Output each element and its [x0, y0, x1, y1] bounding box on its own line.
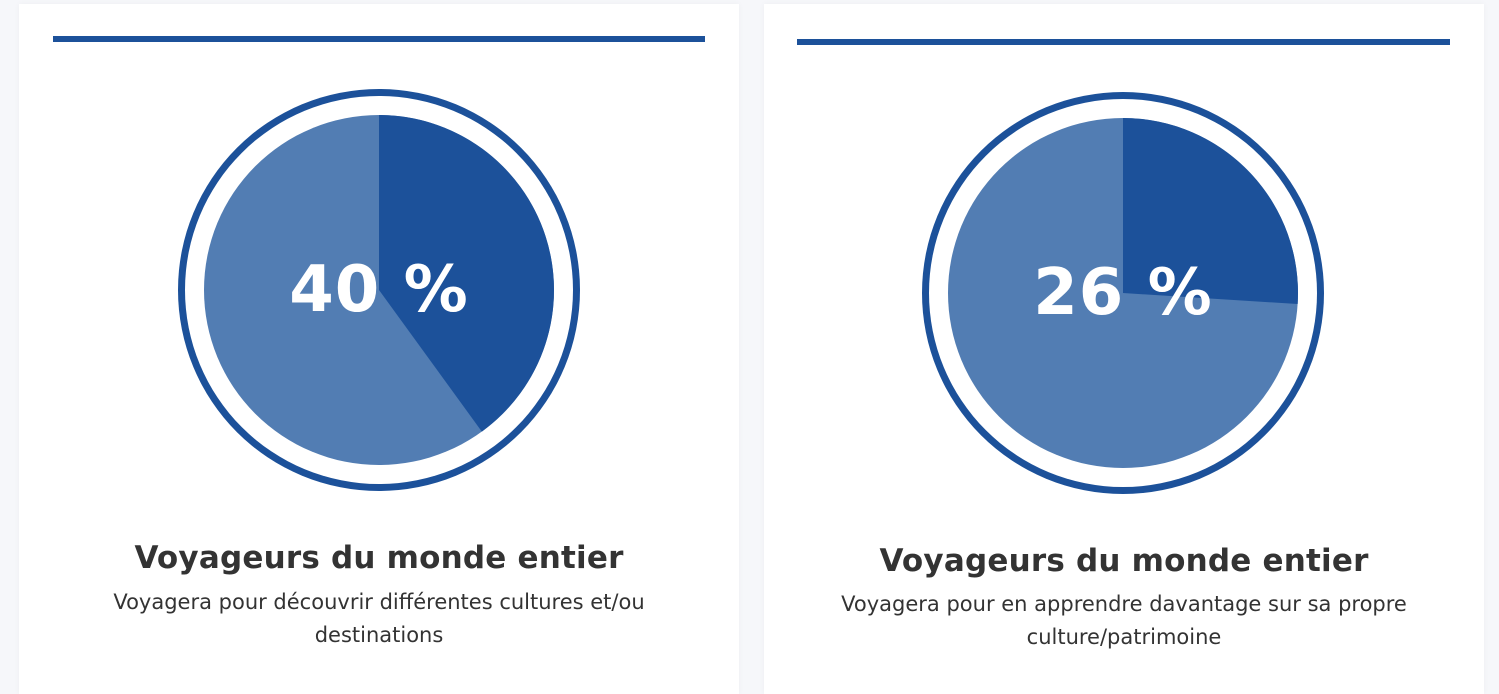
card-accent-line [53, 36, 705, 42]
pie-slice-value [379, 115, 555, 432]
pie-svg: 26 % [922, 92, 1324, 494]
pie-svg: 40 % [178, 89, 580, 491]
pie-slice-value [1123, 118, 1298, 304]
card-accent-line [797, 39, 1450, 45]
card-description: Voyagera pour découvrir différentes cult… [113, 590, 645, 647]
card-title: Voyageurs du monde entier [879, 543, 1369, 579]
card-description: Voyagera pour en apprendre davantage sur… [841, 592, 1407, 649]
stat-card-1: 40 % Voyageurs du monde entier Voyagera … [19, 4, 739, 694]
stat-card-2: 26 % Voyageurs du monde entier Voyagera … [764, 4, 1484, 694]
pie-chart: 40 % [175, 86, 583, 494]
card-title: Voyageurs du monde entier [134, 540, 624, 576]
percent-label: 26 % [1033, 256, 1212, 330]
percent-label: 40 % [289, 253, 468, 327]
pie-chart: 26 % [919, 89, 1327, 497]
